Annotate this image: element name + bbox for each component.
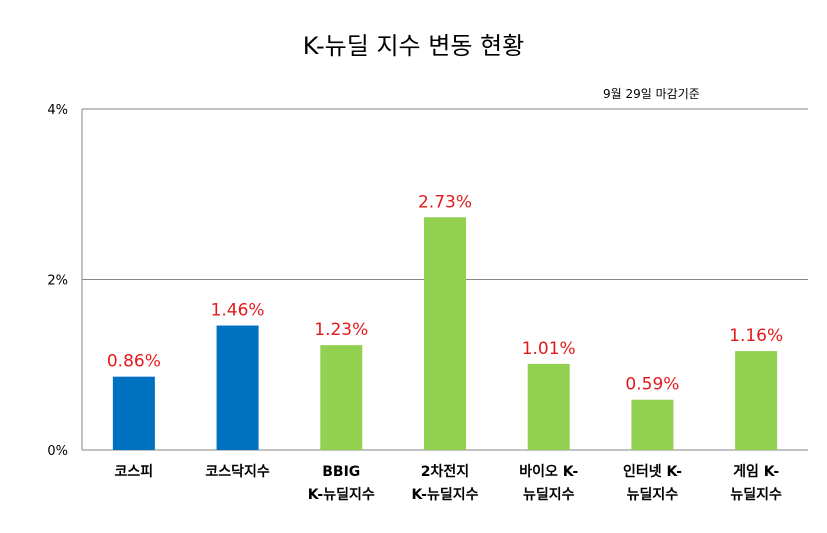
data-label: 2.73% — [418, 192, 472, 212]
data-label: 1.23% — [314, 320, 368, 340]
chart-title: K-뉴딜 지수 변동 현황 — [302, 32, 525, 60]
category-label: 게임 K- — [733, 464, 779, 480]
data-label: 1.01% — [522, 339, 576, 359]
category-label: 바이오 K- — [519, 463, 578, 480]
category-label: 인터넷 K- — [623, 463, 682, 480]
bar — [320, 345, 363, 450]
bar — [735, 351, 778, 450]
data-label: 1.16% — [729, 326, 783, 346]
category-label: 뉴딜지수 — [523, 487, 575, 503]
category-label: 코스피 — [115, 464, 154, 480]
y-tick-label: 4% — [47, 103, 68, 118]
category-label: 뉴딜지수 — [627, 487, 679, 503]
category-label: 2차전지 — [421, 463, 469, 480]
category-label: K-뉴딜지수 — [412, 487, 479, 503]
data-label: 1.46% — [211, 301, 265, 321]
y-tick-label: 0% — [47, 444, 68, 459]
category-label: BBIG — [322, 464, 360, 480]
bar — [631, 399, 674, 450]
bar — [112, 376, 155, 450]
bar — [216, 325, 259, 450]
chart-note: 9월 29일 마감기준 — [603, 87, 700, 101]
bar — [424, 217, 466, 450]
category-label: K-뉴딜지수 — [308, 487, 375, 503]
bar — [527, 363, 570, 450]
category-label: 뉴딜지수 — [730, 487, 782, 503]
data-label: 0.86% — [107, 352, 161, 372]
category-label: 코스닥지수 — [205, 463, 270, 480]
y-tick-label: 2% — [47, 274, 68, 289]
data-label: 0.59% — [625, 375, 679, 395]
